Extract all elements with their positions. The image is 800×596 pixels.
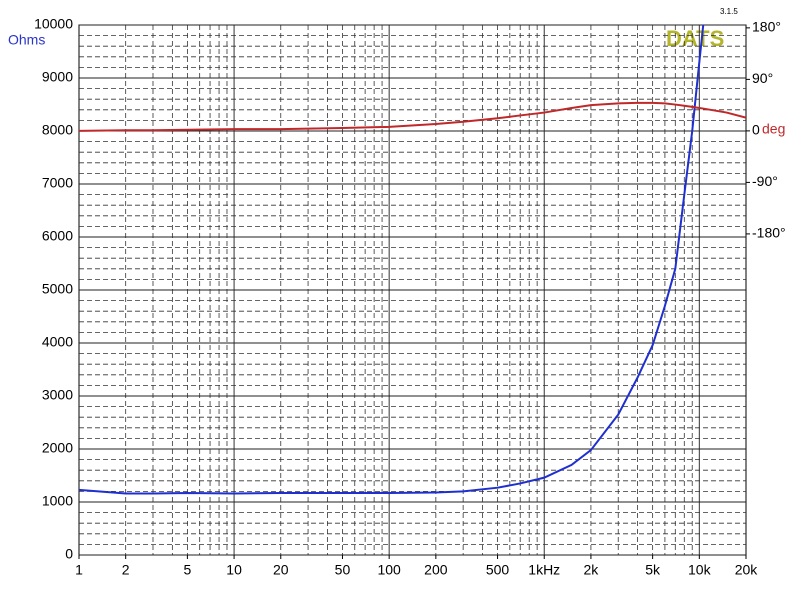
y-tick-label: 0: [65, 546, 73, 562]
y-tick-label: 7000: [42, 175, 73, 191]
x-tick-label: 2k: [584, 562, 600, 578]
y2-axis-label: deg: [762, 121, 785, 137]
y2-tick-label: -180°: [752, 225, 786, 241]
x-tick-label: 5k: [645, 562, 661, 578]
x-tick-label: 1: [75, 562, 83, 578]
x-tick-label: 50: [335, 562, 351, 578]
plot-lines: [79, 25, 746, 495]
x-tick-label: 500: [486, 562, 510, 578]
y-tick-label: 5000: [42, 281, 73, 297]
x-tick-label: 100: [377, 562, 401, 578]
y-tick-label: 3000: [42, 387, 73, 403]
y-tick-label: 8000: [42, 122, 73, 138]
y-tick-label: 10000: [34, 16, 73, 32]
watermark: DATS: [666, 26, 724, 51]
x-tick-label: 10: [226, 562, 242, 578]
y2-tick-label: -90°: [752, 173, 778, 189]
x-tick-label: 200: [424, 562, 448, 578]
x-tick-label: 5: [183, 562, 191, 578]
x-tick-label: 1kHz: [528, 562, 560, 578]
series-line: [79, 25, 705, 495]
version-label: 3.1.5: [720, 7, 738, 16]
y2-tick-label: 90°: [752, 70, 773, 86]
x-tick-label: 2: [122, 562, 130, 578]
series-line: [79, 101, 746, 132]
y-tick-label: 9000: [42, 69, 73, 85]
y2-tick-label: 180°: [752, 19, 781, 35]
x-tick-label: 20: [273, 562, 289, 578]
y-tick-label: 6000: [42, 228, 73, 244]
y-tick-label: 1000: [42, 493, 73, 509]
y2-tick-label: 0: [752, 122, 760, 138]
y-tick-label: 4000: [42, 334, 73, 350]
y-tick-label: 2000: [42, 440, 73, 456]
x-tick-label: 10k: [688, 562, 712, 578]
y-axis-label: Ohms: [8, 32, 45, 48]
x-tick-label: 20k: [735, 562, 759, 578]
grid: [79, 24, 746, 556]
